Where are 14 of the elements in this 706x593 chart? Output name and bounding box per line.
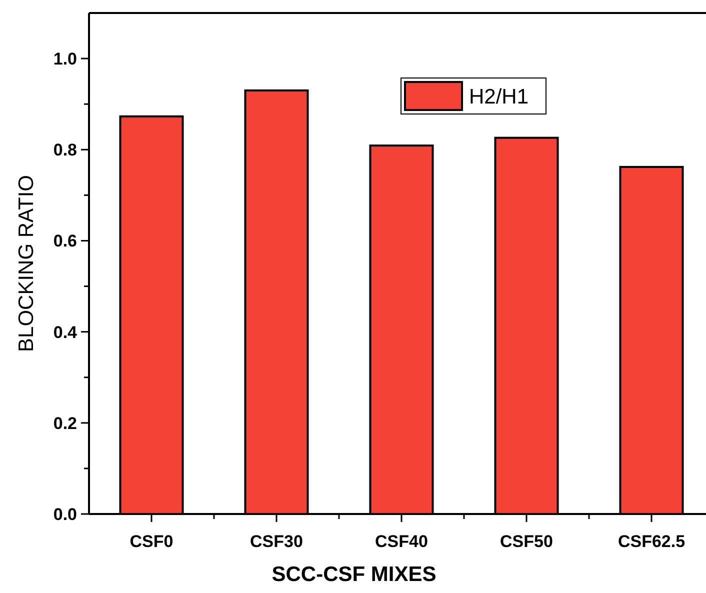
x-tick-label: CSF0 <box>130 532 174 551</box>
y-tick-label: 1.0 <box>53 49 77 68</box>
y-tick-label: 0.2 <box>53 414 77 433</box>
y-tick-label: 0.4 <box>53 322 78 342</box>
y-axis-title: BLOCKING RATIO <box>15 175 38 352</box>
y-tick-label: 0.6 <box>53 232 77 251</box>
y-tick-label: 0.0 <box>53 504 77 524</box>
legend-label: H2/H1 <box>469 85 529 108</box>
x-tick-label: CSF40 <box>375 532 428 551</box>
y-tick-label: 0.8 <box>53 140 77 160</box>
x-tick-label: CSF62.5 <box>618 532 686 551</box>
x-tick-label: CSF50 <box>500 532 553 551</box>
x-axis-title: SCC-CSF MIXES <box>272 563 436 586</box>
x-tick-label: CSF30 <box>250 532 303 551</box>
